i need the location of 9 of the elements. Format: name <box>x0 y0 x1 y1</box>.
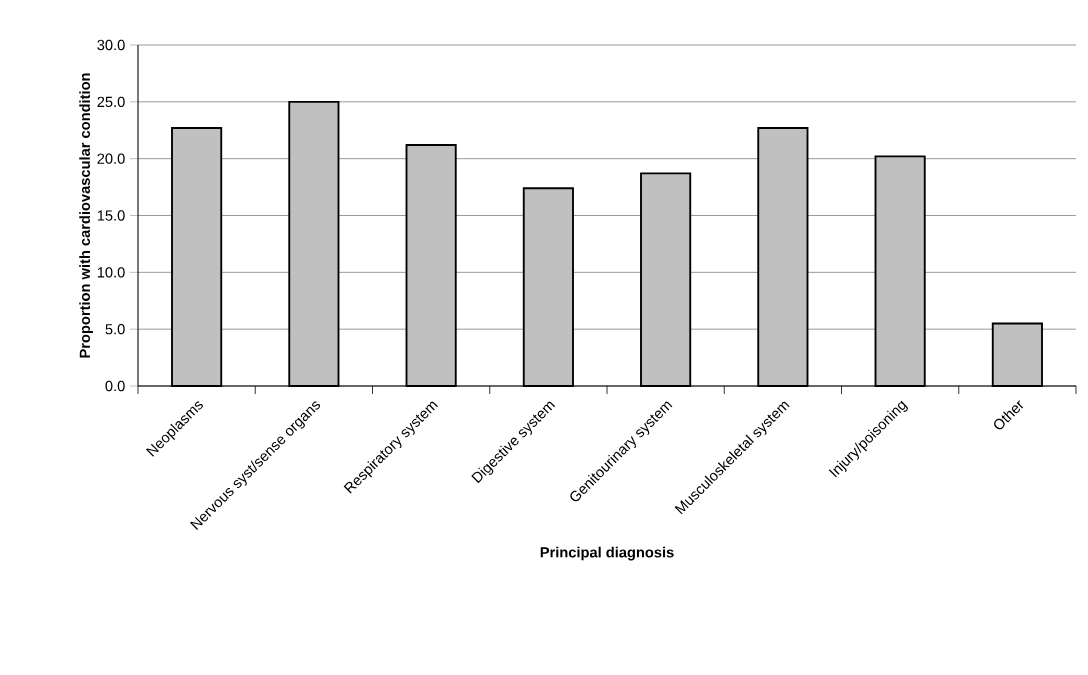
y-tick-label: 0.0 <box>105 380 125 392</box>
y-tick-label: 20.0 <box>97 153 125 164</box>
y-tick-label: 30.0 <box>97 39 125 51</box>
y-tick-label: 15.0 <box>97 210 125 221</box>
y-tick-label: 10.0 <box>97 267 125 278</box>
y-tick-label: 25.0 <box>97 96 125 108</box>
y-axis-title: Proportion with cardiovascular condition <box>79 73 93 358</box>
y-tick-label: 5.0 <box>105 323 125 335</box>
x-axis-title: Principal diagnosis <box>540 546 674 561</box>
